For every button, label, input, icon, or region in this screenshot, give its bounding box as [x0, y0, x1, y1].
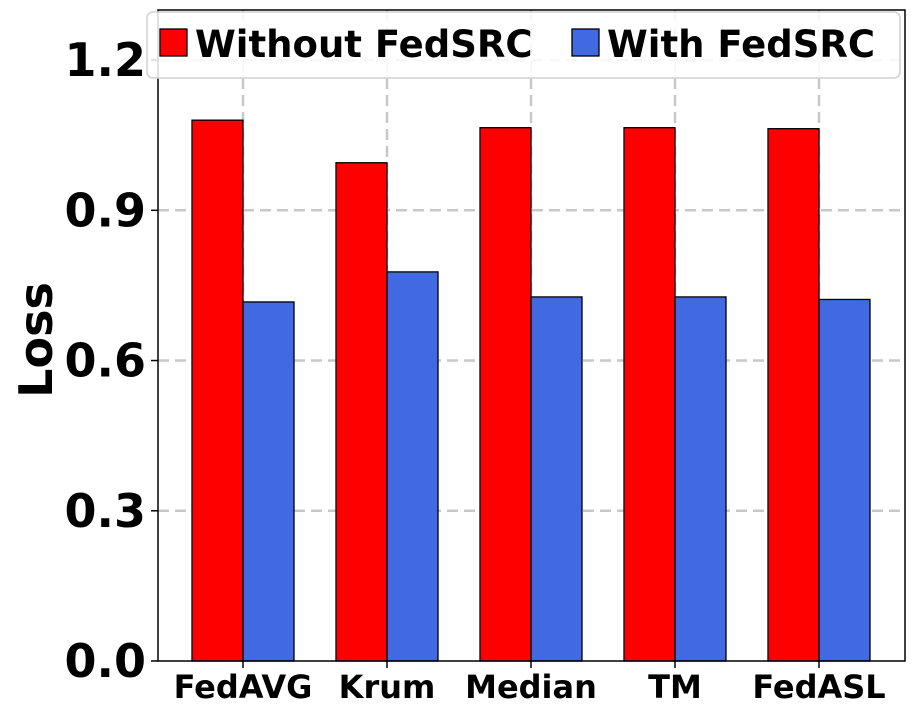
bar-without-fedsrc-krum	[335, 162, 388, 662]
x-tick-label-fedasl: FedASL	[752, 668, 885, 706]
x-tick-label-fedavg: FedAVG	[174, 668, 313, 706]
y-axis-ticks: 0.0 0.3 0.6 0.9 1.2	[65, 33, 158, 688]
y-axis-title: Loss	[9, 282, 63, 398]
bar-with-fedsrc-fedasl	[818, 298, 871, 662]
y-tick-label: 0.3	[65, 484, 147, 538]
legend-box	[146, 11, 901, 79]
x-tick-label-median: Median	[465, 668, 597, 706]
x-axis-ticks: FedAVG Krum Median TM FedASL	[174, 661, 886, 706]
bar-without-fedsrc-fedasl	[767, 128, 820, 662]
x-tick-label-krum: Krum	[339, 668, 436, 706]
y-tick-label: 0.9	[65, 183, 147, 237]
y-tick-label: 0.0	[65, 634, 147, 688]
y-tick-label: 0.6	[65, 334, 147, 388]
bar-with-fedsrc-krum	[386, 271, 439, 662]
legend-swatch-with-fedsrc	[571, 28, 600, 57]
bar-with-fedsrc-median	[530, 296, 583, 662]
legend: Without FedSRC With FedSRC	[146, 11, 901, 79]
x-tick-label-tm: TM	[648, 668, 702, 706]
bar-without-fedsrc-median	[479, 127, 532, 662]
bar-with-fedsrc-fedavg	[242, 301, 295, 662]
legend-label-with-fedsrc: With FedSRC	[607, 23, 875, 66]
legend-label-without-fedsrc: Without FedSRC	[195, 23, 533, 66]
bar-without-fedsrc-tm	[623, 127, 676, 662]
legend-swatch-without-fedsrc	[159, 28, 188, 57]
bars	[191, 119, 871, 662]
bar-with-fedsrc-tm	[674, 296, 727, 662]
y-tick-label: 1.2	[65, 33, 147, 87]
bar-without-fedsrc-fedavg	[191, 119, 244, 662]
